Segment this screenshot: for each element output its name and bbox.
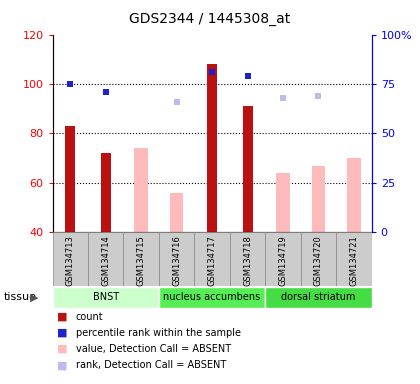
- Bar: [65, 126, 75, 232]
- Text: percentile rank within the sample: percentile rank within the sample: [76, 328, 241, 338]
- Text: rank, Detection Call = ABSENT: rank, Detection Call = ABSENT: [76, 360, 226, 370]
- Text: GSM134721: GSM134721: [349, 235, 358, 286]
- Bar: [134, 148, 148, 232]
- Bar: [207, 64, 217, 232]
- Bar: [159, 232, 194, 286]
- Bar: [88, 232, 123, 286]
- Text: value, Detection Call = ABSENT: value, Detection Call = ABSENT: [76, 344, 231, 354]
- Bar: [101, 153, 110, 232]
- Text: tissue: tissue: [4, 292, 37, 302]
- Bar: [312, 166, 325, 232]
- Bar: [276, 173, 290, 232]
- Text: GSM134720: GSM134720: [314, 235, 323, 286]
- Text: GSM134714: GSM134714: [101, 235, 110, 286]
- Bar: [243, 106, 252, 232]
- Bar: [301, 232, 336, 286]
- Text: nucleus accumbens: nucleus accumbens: [163, 292, 261, 302]
- Text: ▶: ▶: [30, 292, 39, 302]
- Text: GSM134713: GSM134713: [66, 235, 75, 286]
- Text: ■: ■: [57, 312, 67, 322]
- Text: GSM134716: GSM134716: [172, 235, 181, 286]
- Text: BNST: BNST: [93, 292, 119, 302]
- Bar: [265, 232, 301, 286]
- Text: ■: ■: [57, 328, 67, 338]
- Bar: [336, 232, 372, 286]
- Bar: [123, 232, 159, 286]
- Text: ■: ■: [57, 344, 67, 354]
- Text: dorsal striatum: dorsal striatum: [281, 292, 356, 302]
- Bar: [347, 158, 361, 232]
- Text: GDS2344 / 1445308_at: GDS2344 / 1445308_at: [129, 12, 291, 26]
- Bar: [170, 193, 184, 232]
- Text: GSM134717: GSM134717: [207, 235, 217, 286]
- Text: GSM134719: GSM134719: [278, 235, 288, 286]
- Text: GSM134718: GSM134718: [243, 235, 252, 286]
- Text: ■: ■: [57, 360, 67, 370]
- Bar: [52, 286, 159, 308]
- Text: GSM134715: GSM134715: [136, 235, 146, 286]
- Bar: [265, 286, 372, 308]
- Text: count: count: [76, 312, 103, 322]
- Bar: [194, 232, 230, 286]
- Bar: [52, 232, 88, 286]
- Bar: [230, 232, 265, 286]
- Bar: [159, 286, 265, 308]
